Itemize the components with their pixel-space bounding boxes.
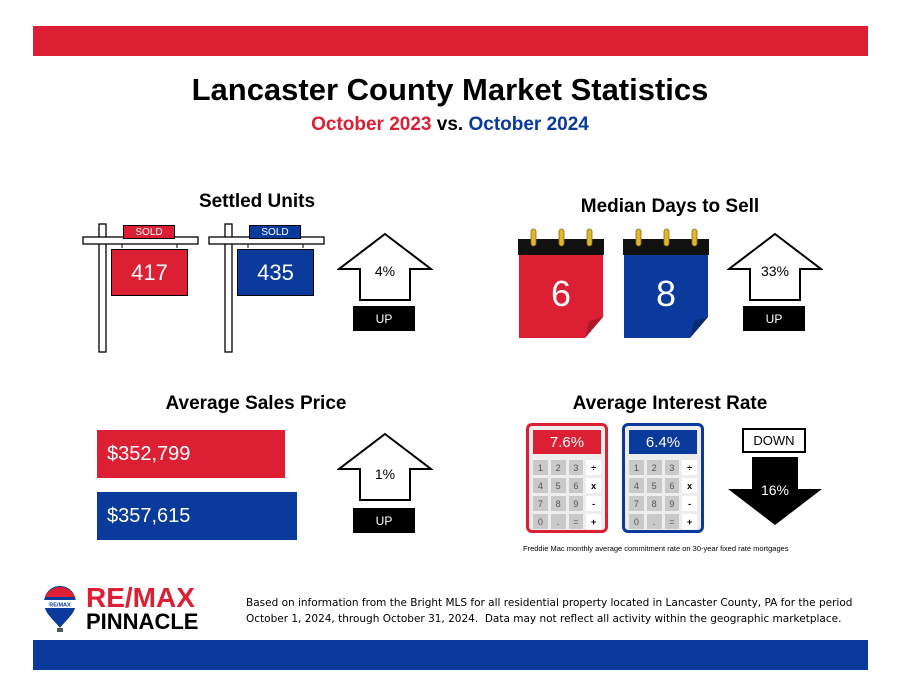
settled-units-2024: 435 [237,249,314,296]
interest-rate-2023: 7.6% [533,430,601,454]
median-days-change: 33% [760,263,790,279]
calculator-2024: 6.4% 1 2 3 ÷ 4 5 6 x 7 8 9- 0. = + [622,423,704,533]
interest-rate-direction: DOWN [742,428,806,453]
sold-sign-2024 [208,218,328,353]
down-arrow-icon [726,455,824,527]
calculator-2023: 7.6% 1 2 3 ÷ 4 5 6 x 7 8 9- 0. = + [526,423,608,533]
settled-units-change: 4% [374,263,396,279]
calculator-key: 6 [568,478,584,493]
avg-price-2023: $352,799 [97,430,285,478]
vs-text: vs. [431,114,469,135]
settled-units-title: Settled Units [198,191,316,212]
calculator-key: x [682,478,697,493]
calculator-key: - [682,496,697,511]
interest-rate-change: 16% [760,482,790,498]
page-title: Lancaster County Market Statistics [191,72,709,107]
calculator-key: ÷ [682,460,697,475]
calculator-keypad: 1 2 3 ÷ 4 5 6 x 7 8 9- 0. = + [533,460,601,529]
up-arrow-icon [336,432,434,502]
logo-remax: RE/MAX [86,582,195,613]
median-days-direction: UP [743,306,805,331]
settled-units-2023: 417 [111,249,188,296]
calculator-key: 5 [646,478,662,493]
top-red-bar [33,26,868,56]
calculator-key: 6 [664,478,680,493]
median-days-2023: 6 [550,273,572,314]
calculator-key: 1 [629,460,644,475]
sold-label-2023: SOLD [123,225,175,239]
calculator-key: 2 [646,460,662,475]
sold-sign-2023 [82,218,202,353]
calculator-key: 4 [533,478,548,493]
calculator-key: 3 [568,460,584,475]
calculator-key: 7 [533,496,548,511]
calculator-key: 7 [629,496,644,511]
calculator-key: x [586,478,601,493]
balloon-logo-icon: RE/MAX [42,584,78,634]
disclaimer-line-1: Based on information from the Bright MLS… [246,597,853,609]
up-arrow-icon [726,232,824,302]
interest-rate-2024: 6.4% [629,430,697,454]
logo-pinnacle: PINNACLE [86,609,199,634]
disclaimer-line-2: October 1, 2024, through October 31, 202… [246,613,842,625]
calculator-key: 5 [550,478,566,493]
calculator-key: 9 [568,496,584,511]
calculator-key: 3 [664,460,680,475]
sign-post-icon [208,223,325,353]
period-2023: October 2023 [311,114,432,135]
up-arrow-icon [336,232,434,302]
page-subtitle: October 2023 vs. October 2024 [0,114,900,136]
calendar-icon [517,226,605,340]
calculator-key: 2 [550,460,566,475]
avg-price-2024: $357,615 [97,492,297,540]
calculator-key: ÷ [586,460,601,475]
balloon-text: RE/MAX [49,603,71,609]
period-2024: October 2024 [468,114,589,135]
sign-post-icon [82,223,199,353]
calendar-icon [622,226,710,340]
avg-price-direction: UP [353,508,415,533]
calculator-key: 0 [629,514,644,529]
calculator-key: 0 [533,514,548,529]
calculator-key: . [646,514,662,529]
interest-rate-footnote: Freddie Mac monthly average commitment r… [523,544,789,553]
interest-rate-title: Average Interest Rate [572,393,768,414]
calculator-key: + [586,514,601,529]
median-days-2024: 8 [655,273,677,314]
calculator-key: 1 [533,460,548,475]
calculator-key: - [586,496,601,511]
bottom-blue-bar [33,640,868,670]
calculator-key: = [664,514,680,529]
calculator-key: 4 [629,478,644,493]
calculator-key: 9 [664,496,680,511]
avg-price-title: Average Sales Price [165,393,347,414]
calculator-key: 8 [646,496,662,511]
median-days-title: Median Days to Sell [580,196,760,217]
settled-units-direction: UP [353,306,415,331]
calculator-key: 8 [550,496,566,511]
avg-price-change: 1% [374,466,396,482]
calculator-key: + [682,514,697,529]
disclaimer: Based on information from the Bright MLS… [246,595,866,627]
calculator-keypad: 1 2 3 ÷ 4 5 6 x 7 8 9- 0. = + [629,460,697,529]
calculator-key: . [550,514,566,529]
sold-label-2024: SOLD [249,225,301,239]
calculator-key: = [568,514,584,529]
